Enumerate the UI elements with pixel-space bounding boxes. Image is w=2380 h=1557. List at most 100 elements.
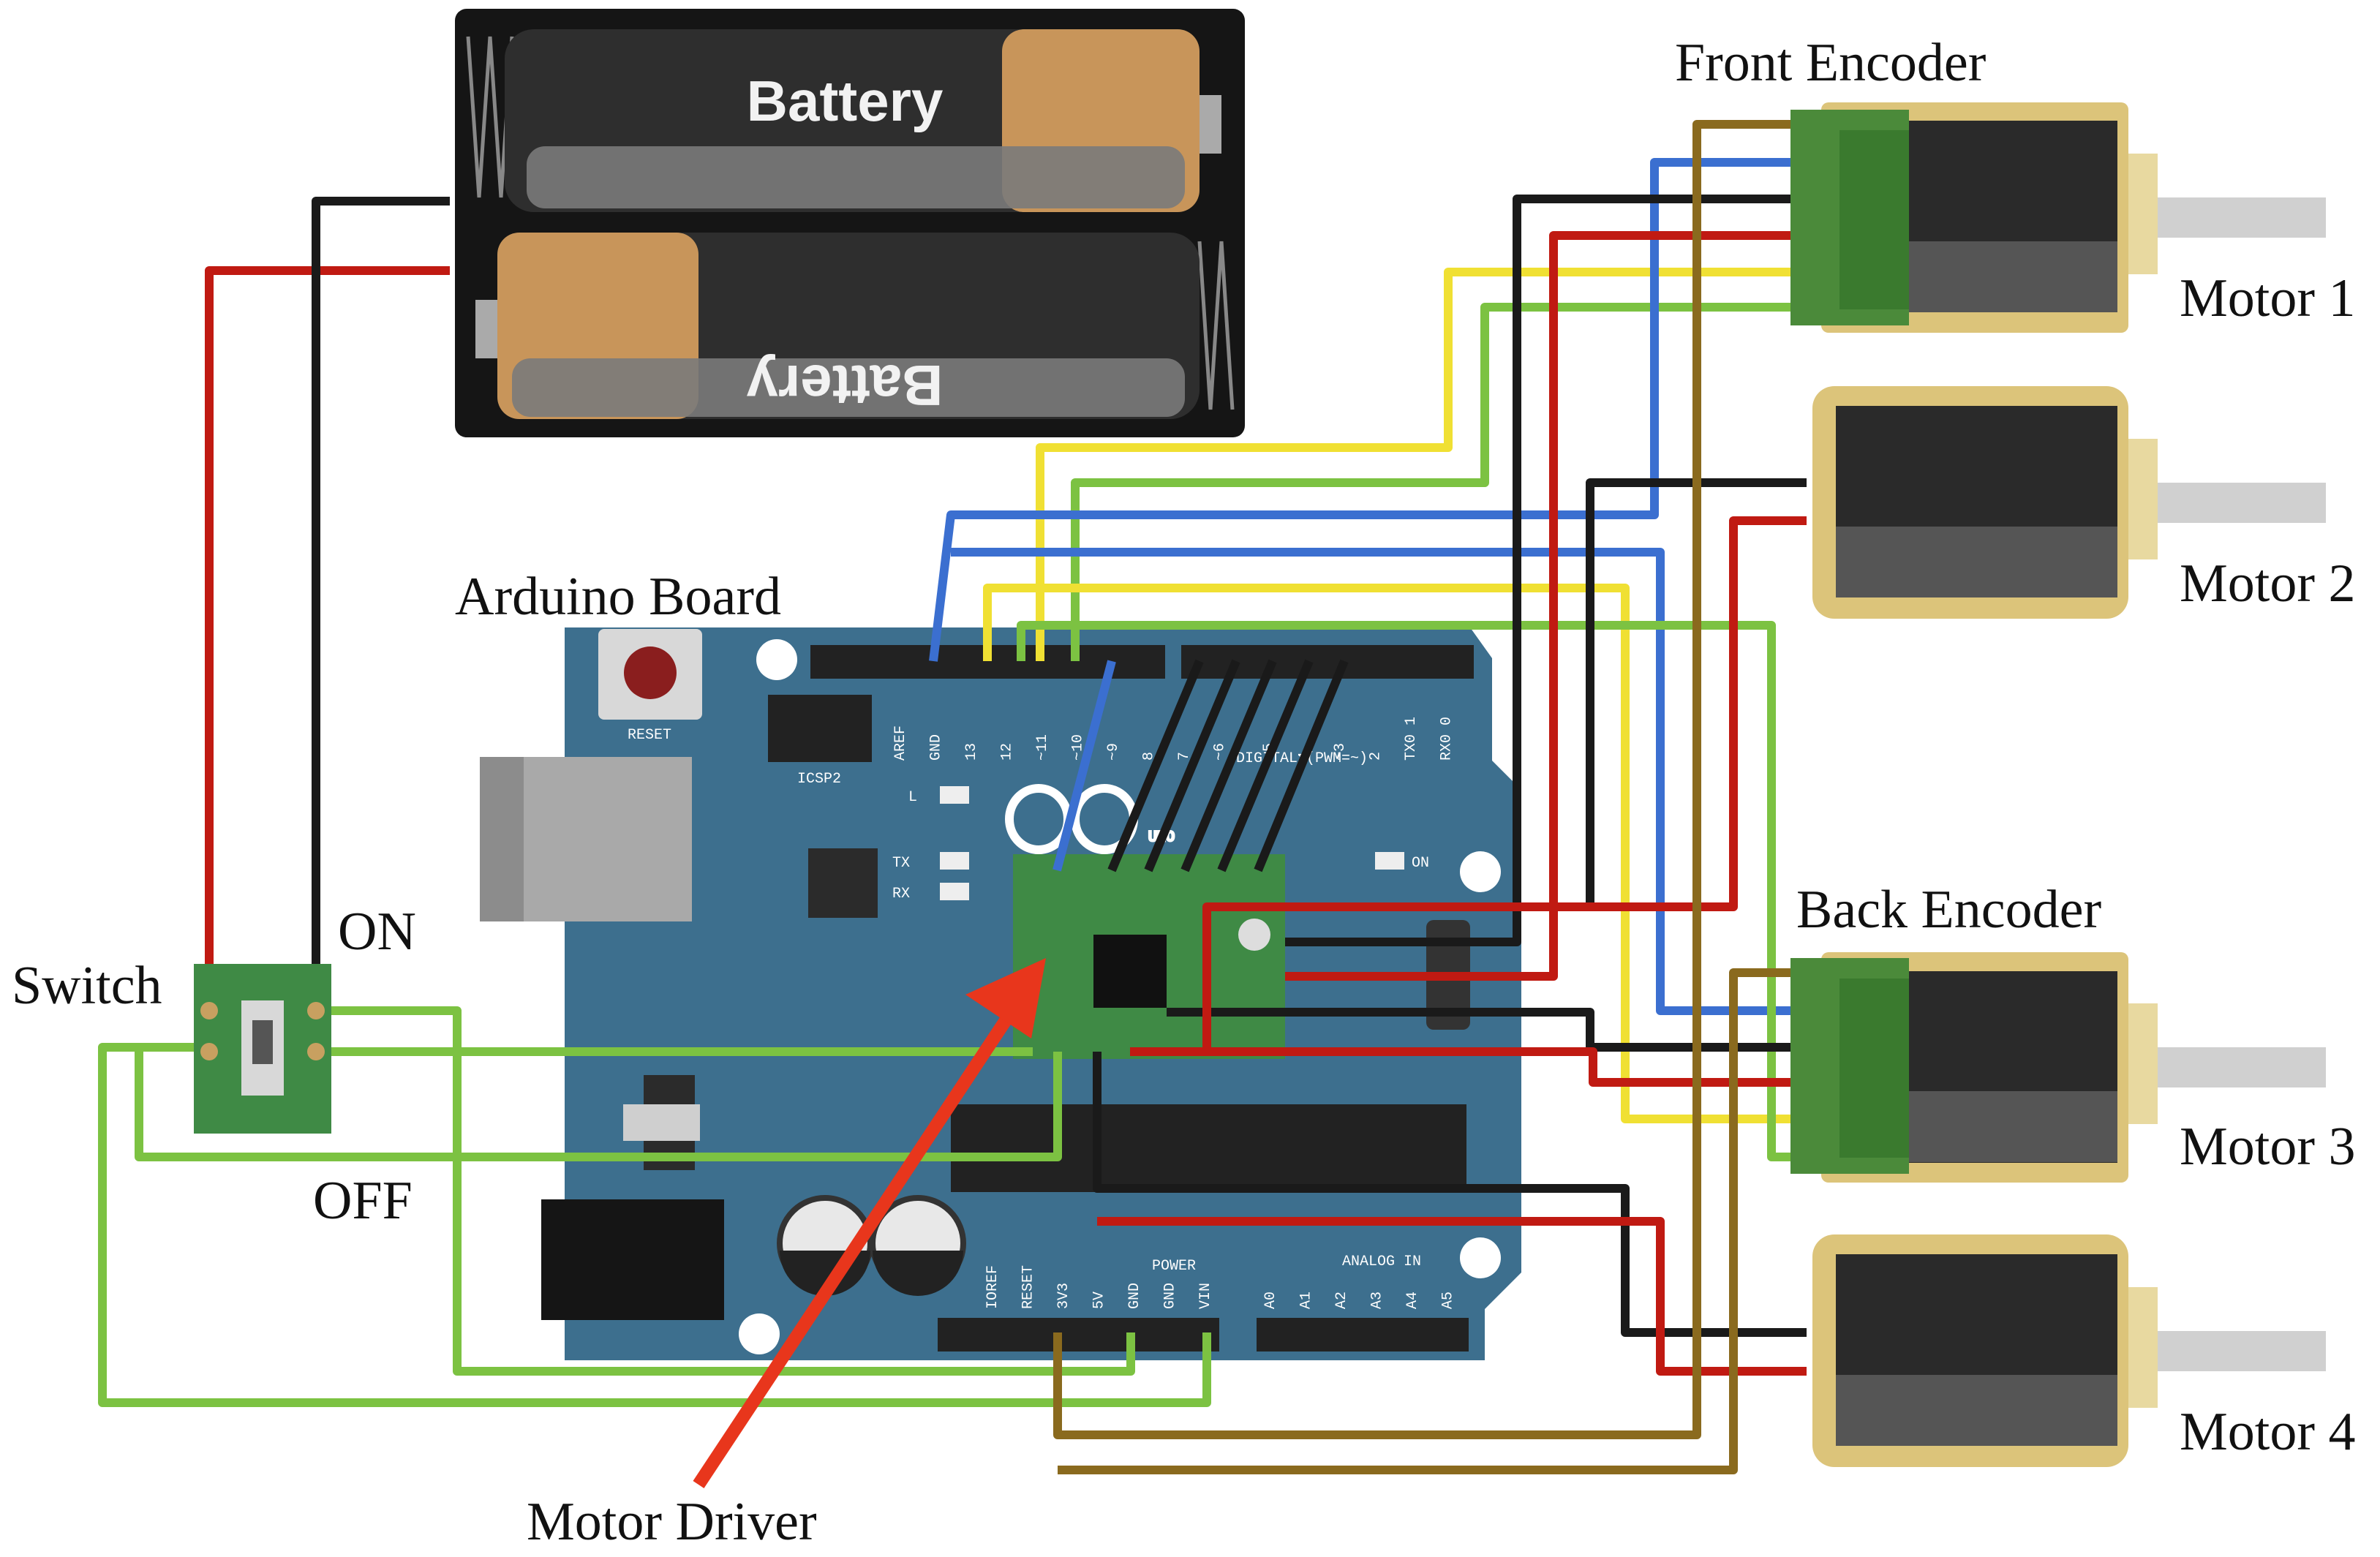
motor-driver-label: Motor Driver: [527, 1492, 817, 1552]
analog-pin-label: A2: [1333, 1292, 1350, 1309]
atmega-chip: [951, 1104, 1466, 1192]
motor-4: [1812, 1234, 2326, 1467]
wire-black-front-enc: [1285, 195, 1807, 946]
motor-2-shaft: [2158, 483, 2326, 523]
wire-blue-driver: [1052, 660, 1116, 872]
battery-cell-bottom: Battery: [475, 233, 1200, 419]
mount-hole: [1460, 1237, 1501, 1278]
icsp2-label: ICSP2: [797, 771, 841, 788]
digital-pin-label: 2: [1368, 752, 1385, 761]
digital-pin-label: ~10: [1070, 734, 1087, 761]
motor-driver-board: [1013, 854, 1285, 1059]
wire-green-back: [1017, 621, 1807, 1161]
usb-chip: [808, 848, 878, 918]
wire-brown-back: [1058, 968, 1807, 1474]
power-pin-label: GND: [1162, 1283, 1179, 1309]
analog-pin-label: A1: [1298, 1292, 1315, 1309]
led-l: [940, 786, 969, 804]
switch-slider[interactable]: [252, 1020, 273, 1064]
spring-right: [1197, 241, 1235, 410]
power-label: POWER: [1152, 1258, 1196, 1275]
wire-red-battery: [205, 266, 450, 1011]
power-pin-label: 5V: [1091, 1292, 1108, 1309]
motor-4-label: Motor 4: [2180, 1402, 2356, 1462]
wire-black-battery: [312, 197, 450, 1011]
battery-holder: Battery Battery: [455, 9, 1245, 437]
analog-pin-label: A5: [1440, 1292, 1457, 1309]
arduino-board-label: Arduino Board: [455, 567, 781, 627]
digital-pin-label: ~3: [1332, 743, 1349, 761]
wires: [98, 120, 1807, 1474]
wire-black-d4: [1217, 659, 1314, 872]
back-encoder-label: Back Encoder: [1796, 880, 2101, 940]
mount-hole: [1460, 851, 1501, 892]
analog-pin-label: A3: [1369, 1292, 1386, 1309]
wire-black-d5: [1254, 659, 1349, 872]
power-pin-label: VIN: [1197, 1283, 1214, 1309]
wire-black-d3: [1180, 659, 1277, 872]
analog-header: [1257, 1318, 1469, 1351]
analog-pin-label: A0: [1262, 1292, 1279, 1309]
power-pin-label: RESET: [1020, 1265, 1037, 1309]
switch-off-label: OFF: [313, 1171, 413, 1231]
digital-pin-label: TX0 1: [1403, 717, 1420, 761]
icsp2-header: [768, 695, 872, 762]
digital-pin-label: AREF: [892, 725, 909, 761]
led-rx-label: RX: [892, 886, 910, 902]
wire-black-motor4: [1093, 1052, 1807, 1337]
wire-black-d1: [1107, 659, 1204, 872]
motor-driver-arrow: [693, 958, 1046, 1488]
motor-driver-pot: [1238, 919, 1270, 951]
wire-green-switch-loop: [322, 1006, 1135, 1376]
reset-label: RESET: [628, 727, 671, 744]
power-switch[interactable]: [194, 964, 331, 1134]
digital-header-right: [1181, 645, 1474, 679]
dc-jack: [541, 1199, 724, 1320]
power-pin-labels: IOREF RESET 3V3 5V GND GND VIN: [984, 1265, 1214, 1309]
led-tx-label: TX: [892, 855, 910, 872]
motor-1-label: Motor 1: [2180, 268, 2356, 328]
digital-pin-label: GND: [928, 734, 945, 761]
motor-4-shaft: [2158, 1331, 2326, 1371]
digital-pin-label: RX0 0: [1439, 717, 1456, 761]
power-pin-label: 3V3: [1055, 1283, 1072, 1309]
digital-pin-label: 7: [1176, 752, 1193, 761]
motor-2-label: Motor 2: [2180, 554, 2356, 614]
mount-hole: [739, 1313, 780, 1354]
wire-black-d2: [1144, 659, 1240, 872]
digital-pin-labels: AREF GND 13 12 ~11 ~10 ~9 8 7 ~6 ~5 4 ~3 2 TX0 1 RX0 0: [892, 717, 1456, 761]
led-on-label: ON: [1412, 855, 1429, 872]
wire-green-mid: [135, 1043, 1062, 1161]
wire-red-front-enc: [1285, 231, 1807, 981]
switch-on-label: ON: [338, 902, 416, 962]
back-encoder: [1790, 958, 1909, 1174]
front-encoder-label: Front Encoder: [1675, 33, 1986, 93]
digital-pin-label: 8: [1141, 752, 1158, 761]
led-on: [1375, 852, 1404, 870]
motor-driver-chip: [1093, 935, 1167, 1008]
digital-pin-label: 12: [999, 743, 1016, 761]
digital-pin-label: 13: [963, 743, 980, 761]
wire-blue-front: [929, 158, 1807, 662]
battery-bottom-label: Battery: [747, 353, 944, 418]
led-rx: [940, 883, 969, 900]
analog-pin-label: A4: [1404, 1292, 1421, 1309]
digital-pin-label: ~6: [1212, 743, 1229, 761]
wire-green-front: [1071, 303, 1807, 661]
wire-brown-front: [1053, 120, 1807, 1439]
motor-1-shaft: [2158, 197, 2326, 238]
battery-cell-top: Battery: [505, 29, 1221, 212]
led-l-label: L: [908, 789, 917, 806]
analog-label: ANALOG IN: [1342, 1253, 1421, 1270]
front-encoder: [1790, 110, 1909, 325]
led-tx: [940, 852, 969, 870]
motor-2: [1812, 386, 2326, 619]
mount-hole: [756, 639, 797, 680]
switch-label: Switch: [12, 956, 162, 1016]
motor-3-label: Motor 3: [2180, 1117, 2356, 1177]
power-pin-label: GND: [1126, 1283, 1143, 1309]
wire-yellow-back: [983, 584, 1807, 1123]
digital-pin-label: ~11: [1034, 734, 1051, 761]
battery-top-label: Battery: [747, 69, 944, 133]
power-pin-label: IOREF: [984, 1265, 1001, 1309]
